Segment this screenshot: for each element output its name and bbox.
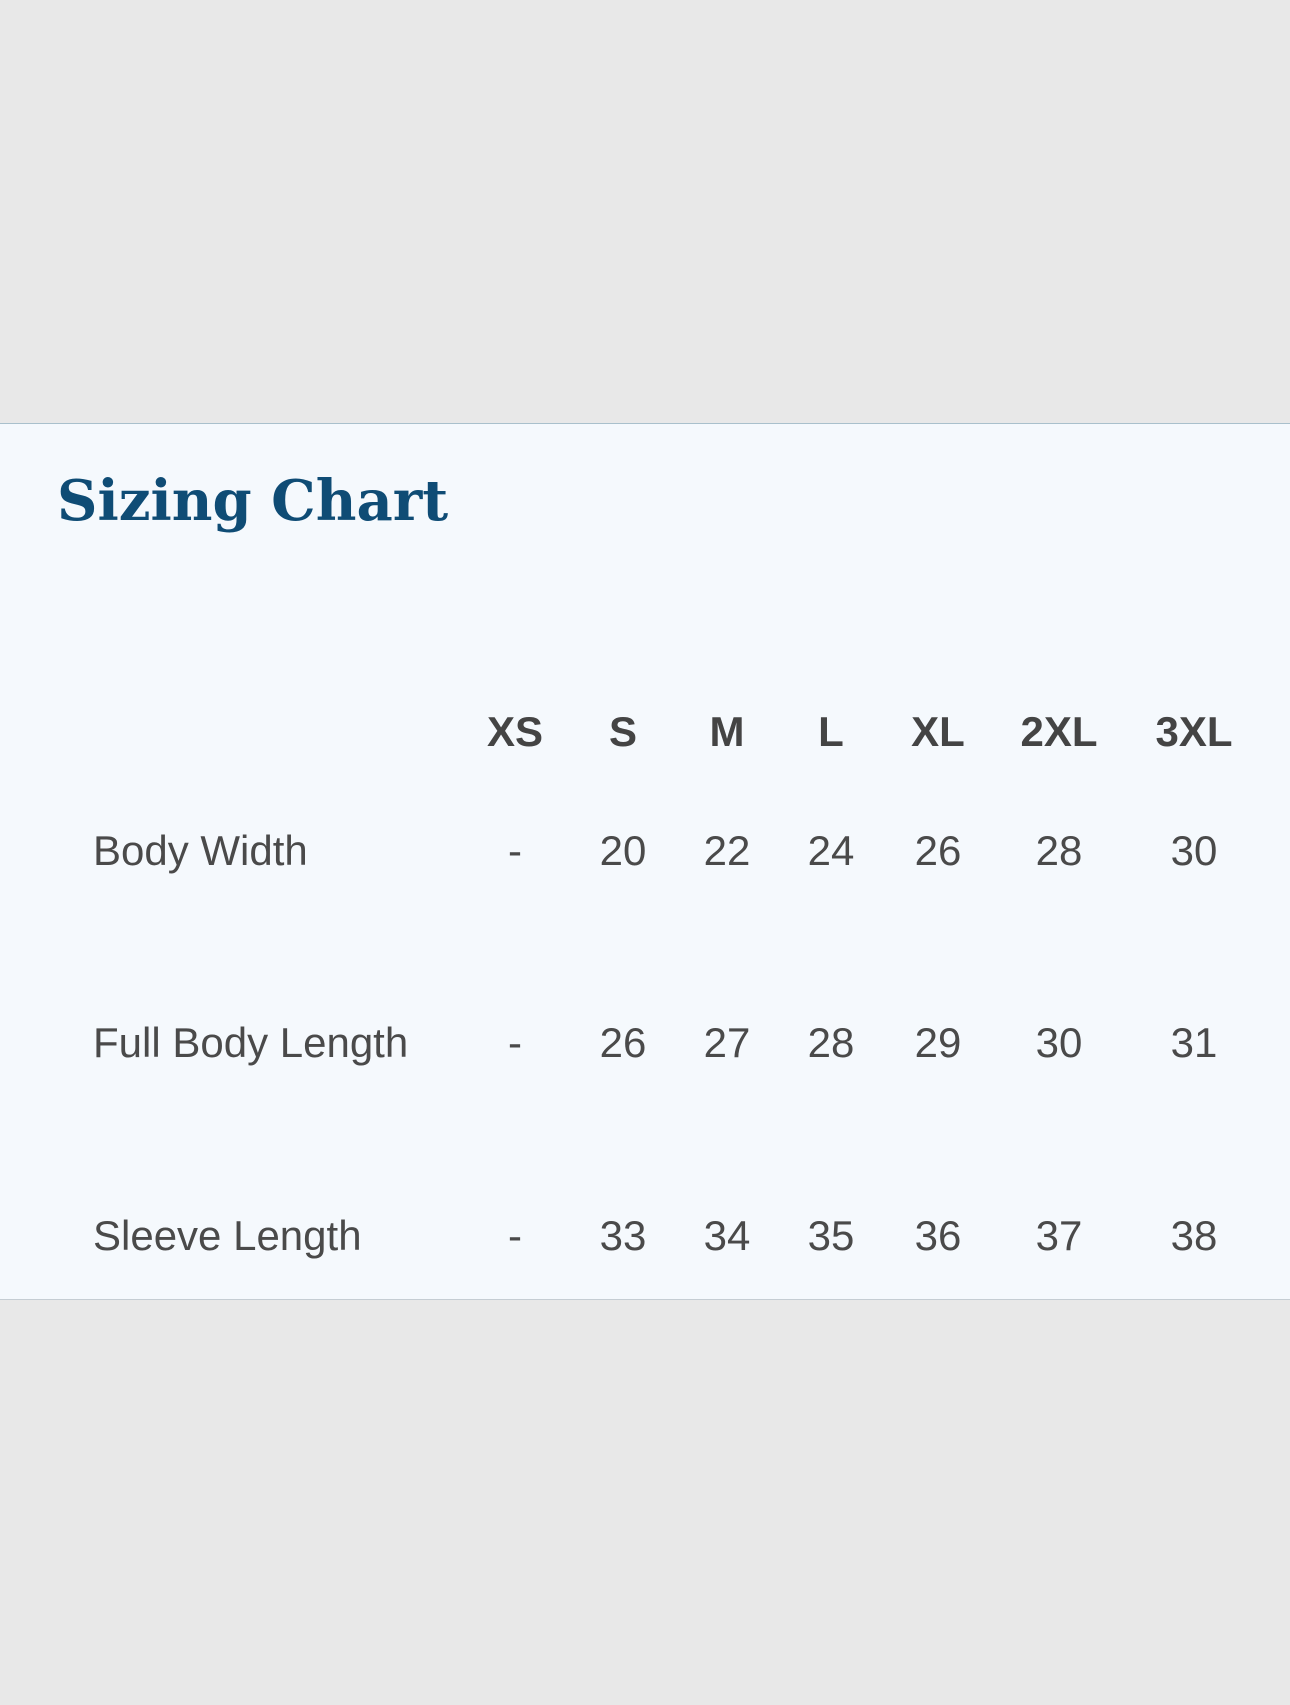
column-header: S [608,708,638,755]
table-cell: - [508,1019,522,1066]
table-cell: 26 [914,827,962,874]
table-cell: 36 [914,1212,962,1259]
row-label: Body Width [93,827,308,874]
table-cell: 22 [703,827,751,874]
table-cell: 26 [599,1019,647,1066]
table-cell: 37 [1035,1212,1083,1259]
table-cell: 27 [703,1019,751,1066]
column-header: 3XL [1155,708,1233,755]
table-cell: 29 [914,1019,962,1066]
row-label: Full Body Length [93,1019,409,1066]
column-header: M [709,708,745,755]
table-cell: 28 [807,1019,855,1066]
column-header: 2XL [1020,708,1098,755]
page-title: Sizing Chart [57,468,449,534]
table-cell: 34 [703,1212,751,1259]
table-cell: - [508,1212,522,1259]
column-header: XS [486,708,544,755]
sizing-chart-panel: Sizing Chart XS S M L XL 2XL 3XL Body Width - 20 2… [0,423,1290,1300]
column-header: XL [911,708,965,755]
table-cell: 35 [807,1212,855,1259]
table-cell: 30 [1035,1019,1083,1066]
table-cell: 20 [599,827,647,874]
table-cell: 30 [1170,827,1218,874]
table-cell: - [508,827,522,874]
table-cell: 24 [807,827,855,874]
table-cell: 31 [1170,1019,1218,1066]
row-label: Sleeve Length [93,1212,362,1259]
column-header: L [818,708,844,755]
table-cell: 38 [1170,1212,1218,1259]
table-cell: 28 [1035,827,1083,874]
table-cell: 33 [599,1212,647,1259]
